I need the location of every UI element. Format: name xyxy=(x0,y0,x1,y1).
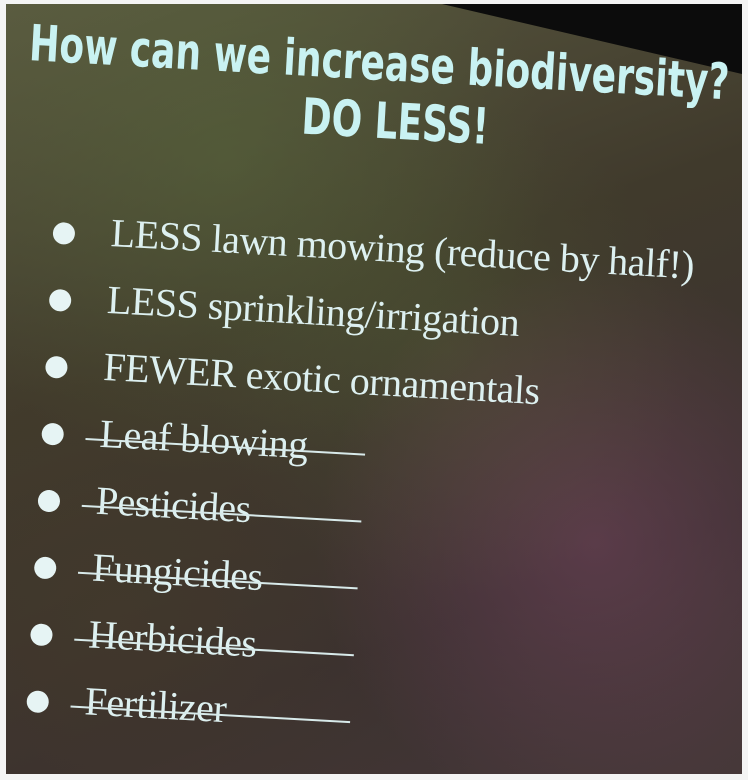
slide-photo: How can we increase biodiversity? DO LES… xyxy=(6,4,742,774)
page: How can we increase biodiversity? DO LES… xyxy=(0,0,748,780)
bullet-text: LESS sprinkling/irrigation xyxy=(106,276,521,346)
bullet-text: Pesticides xyxy=(95,477,252,533)
bullet-item: Fertilizer xyxy=(25,674,28,734)
bullet-dot xyxy=(26,690,49,713)
bullet-item: FEWER exotic ornamentals xyxy=(44,340,47,400)
slide: How can we increase biodiversity? DO LES… xyxy=(6,4,742,774)
bullet-dot xyxy=(30,623,53,646)
bullet-text: Fertilizer xyxy=(84,677,228,732)
bullet-dot xyxy=(41,423,64,446)
bullet-item: LESS lawn mowing (reduce by half!) xyxy=(51,206,54,266)
bullet-dot xyxy=(49,289,72,312)
bullet-text: LESS lawn mowing (reduce by half!) xyxy=(110,209,696,289)
bullet-item: Pesticides xyxy=(36,473,39,533)
bullet-text: Fungicides xyxy=(91,544,264,600)
bullet-text: Leaf blowing xyxy=(99,410,310,469)
bullet-item: Herbicides xyxy=(29,607,32,667)
bullet-item: Leaf blowing xyxy=(40,407,43,467)
bullet-dot xyxy=(34,556,57,579)
slide-subtitle: DO LESS! xyxy=(300,88,490,156)
bullet-item: LESS sprinkling/irrigation xyxy=(47,273,50,333)
bullet-dot xyxy=(45,356,68,379)
bullet-item: Fungicides xyxy=(32,540,35,600)
bullet-text: FEWER exotic ornamentals xyxy=(102,343,541,414)
bullet-text: Herbicides xyxy=(87,610,258,666)
bullet-dot xyxy=(52,222,75,245)
bullet-dot xyxy=(37,489,60,512)
